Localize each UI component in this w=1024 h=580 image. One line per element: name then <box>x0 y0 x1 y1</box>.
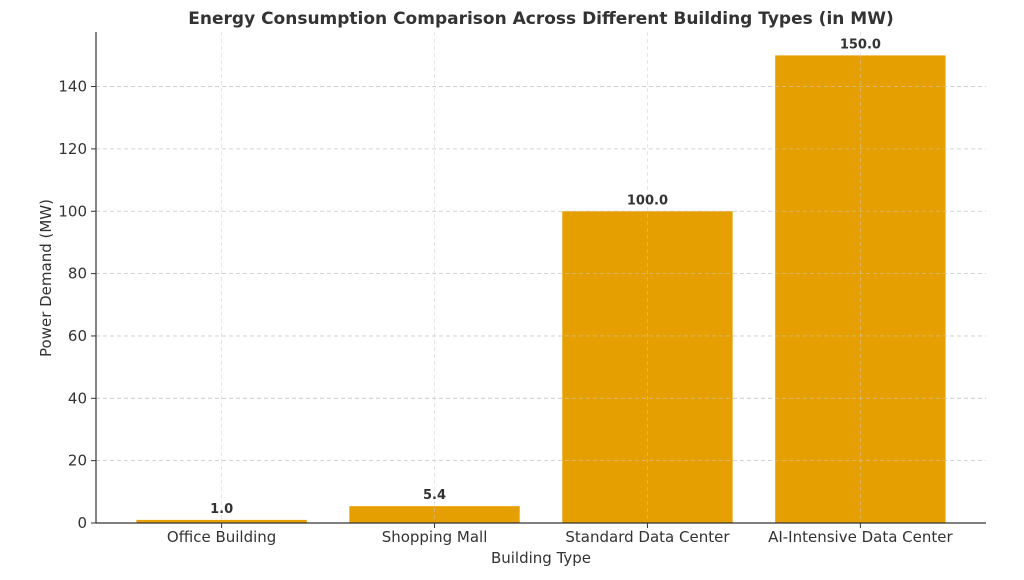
x-ticks: Office Building Shopping Mall Standard Dat… <box>167 523 953 546</box>
y-ticks: 0 20 40 60 80 100 120 140 <box>58 78 96 532</box>
y-tick-label: 100 <box>58 202 87 220</box>
data-label: 1.0 <box>210 502 233 517</box>
y-tick-label: 20 <box>68 452 87 470</box>
data-label: 5.4 <box>423 488 446 503</box>
y-tick-label: 40 <box>68 389 87 407</box>
x-tick-label: Standard Data Center <box>565 528 730 546</box>
data-label: 100.0 <box>627 193 668 208</box>
bars <box>136 55 946 523</box>
y-tick-label: 140 <box>58 78 87 96</box>
y-tick-label: 80 <box>68 265 87 283</box>
chart-title: Energy Consumption Comparison Across Dif… <box>188 9 893 29</box>
bar <box>136 519 307 523</box>
bar <box>349 506 520 523</box>
x-tick-label: Office Building <box>167 528 276 546</box>
y-axis-label: Power Demand (MW) <box>37 199 55 357</box>
x-tick-label: AI-Intensive Data Center <box>768 528 953 546</box>
grid-overlay <box>96 32 986 523</box>
y-tick-label: 60 <box>68 327 87 345</box>
y-tick-label: 120 <box>58 140 87 158</box>
x-axis-label: Building Type <box>491 549 591 567</box>
y-tick-label: 0 <box>77 514 87 532</box>
data-label: 150.0 <box>840 37 881 52</box>
data-labels: 1.0 5.4 100.0 150.0 <box>210 37 881 517</box>
x-tick-label: Shopping Mall <box>382 528 488 546</box>
